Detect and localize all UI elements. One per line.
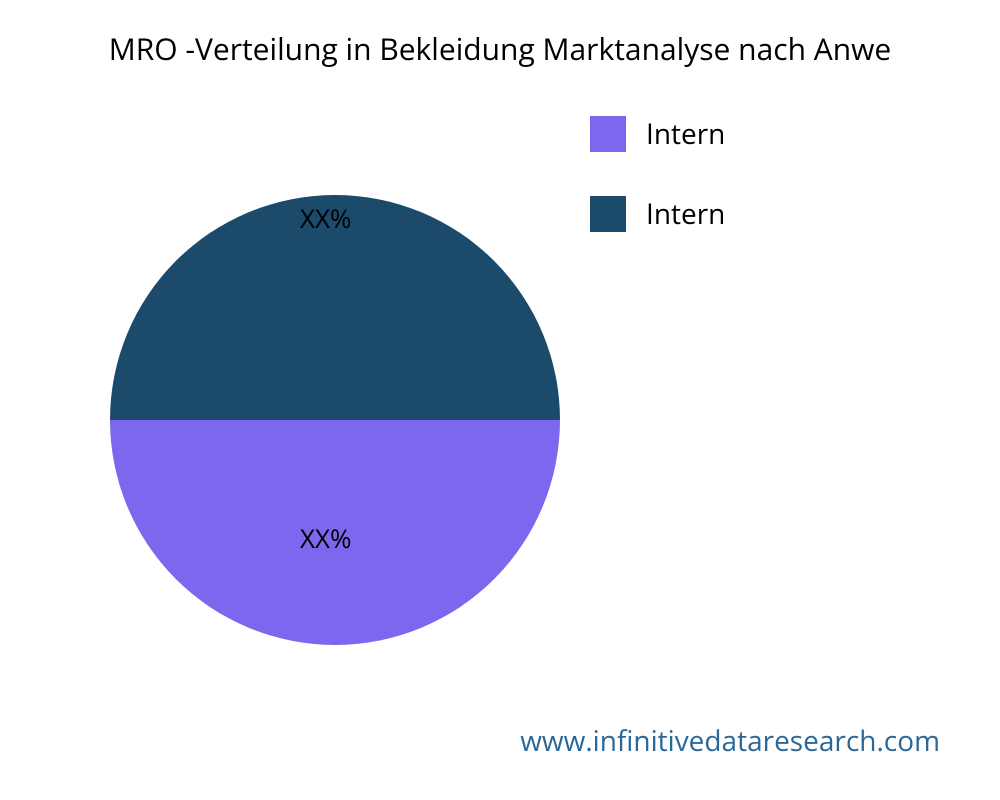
legend-swatch (590, 116, 626, 152)
legend-swatch (590, 196, 626, 232)
pie-chart: XX% XX% (110, 195, 560, 645)
legend-label: Intern (646, 115, 725, 153)
chart-title: MRO -Verteilung in Bekleidung Marktanaly… (109, 28, 892, 69)
legend-label: Intern (646, 195, 725, 233)
legend-item: Intern (590, 115, 725, 153)
pie-slice-label-bottom: XX% (300, 520, 352, 556)
legend-item: Intern (590, 195, 725, 233)
pie-slice-label-top: XX% (300, 200, 352, 236)
chart-legend: Intern Intern (590, 115, 725, 233)
footer-url: www.infinitivedataresearch.com (520, 722, 940, 760)
